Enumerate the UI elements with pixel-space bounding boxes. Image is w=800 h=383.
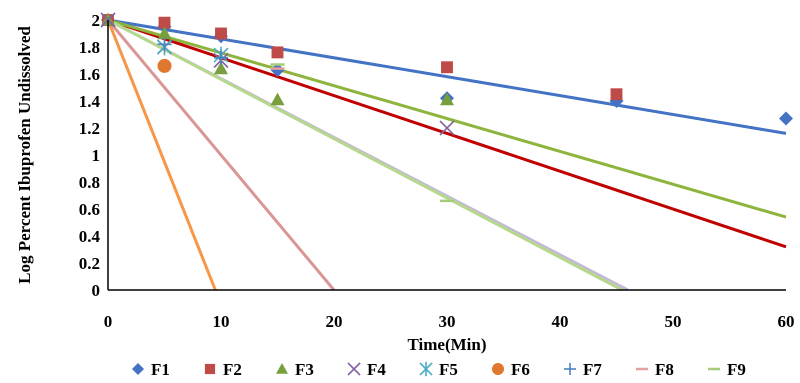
data-point	[157, 58, 172, 73]
legend-item-f1: F1	[132, 360, 170, 379]
y-tick-label: 1	[92, 146, 101, 165]
data-point	[276, 363, 288, 374]
y-tick-label: 0.6	[79, 200, 100, 219]
trendline-f1	[107, 18, 787, 135]
series-f7	[157, 37, 228, 65]
series-f9	[270, 63, 454, 203]
series-f5	[156, 38, 229, 64]
data-point	[157, 37, 172, 52]
x-tick-label: 30	[439, 312, 456, 331]
y-tick-label: 0	[92, 281, 101, 300]
series-f6	[157, 58, 172, 73]
legend-label: F4	[367, 360, 386, 379]
data-markers	[100, 12, 793, 203]
x-tick-label: 20	[326, 312, 343, 331]
data-point	[132, 363, 144, 375]
y-axis-title: Log Percent Ibuprofen Undissolved	[15, 26, 34, 284]
data-point	[779, 111, 793, 126]
trendline-f6	[106, 19, 217, 291]
data-point	[215, 27, 227, 40]
data-point	[270, 62, 285, 77]
legend-item-f9: F9	[708, 360, 746, 379]
data-point	[492, 363, 504, 375]
legend-label: F7	[583, 360, 602, 379]
legend-item-f7: F7	[564, 360, 602, 379]
y-tick-label: 1.4	[79, 92, 101, 111]
data-point	[440, 92, 454, 106]
trendline-f3	[107, 18, 787, 219]
legend-label: F1	[151, 360, 170, 379]
data-point	[419, 361, 433, 377]
legend-label: F5	[439, 360, 458, 379]
y-tick-label: 2	[92, 11, 101, 30]
x-tick-label: 40	[552, 312, 569, 331]
legend-label: F3	[295, 360, 314, 379]
legend-label: F8	[655, 360, 674, 379]
trendline-f8	[106, 19, 336, 291]
y-tick-label: 1.6	[79, 65, 100, 84]
data-point	[441, 61, 453, 74]
x-tick-label: 10	[213, 312, 230, 331]
y-tick-label: 0.2	[79, 254, 100, 273]
data-point	[610, 88, 623, 101]
x-tick-label: 60	[778, 312, 795, 331]
legend-item-f4: F4	[347, 360, 386, 379]
trendline-f9	[107, 18, 623, 292]
data-point	[564, 363, 576, 375]
data-point	[157, 26, 172, 40]
legend-item-f3: F3	[276, 360, 314, 379]
x-tick-label: 0	[104, 312, 113, 331]
x-axis-title: Time(Min)	[407, 335, 486, 354]
data-point	[204, 363, 216, 375]
data-point	[271, 46, 284, 59]
y-tick-label: 0.8	[79, 173, 100, 192]
y-tick-label: 1.2	[79, 119, 100, 138]
legend-item-f2: F2	[204, 360, 242, 379]
legend-label: F6	[511, 360, 530, 379]
legend-item-f8: F8	[636, 360, 674, 379]
data-point	[214, 50, 228, 65]
data-point	[270, 92, 285, 106]
legend-item-f6: F6	[492, 360, 530, 379]
axes	[107, 20, 786, 291]
legend-label: F9	[727, 360, 746, 379]
y-tick-label: 1.8	[79, 38, 100, 57]
data-point	[158, 16, 171, 29]
y-tick-labels: 0 0.2 0.4 0.6 0.8 1 1.2 1.4 1.6 1.8 2	[79, 11, 101, 300]
x-tick-label: 50	[665, 312, 682, 331]
x-tick-labels: 0 10 20 30 40 50 60	[104, 312, 795, 331]
data-point	[439, 120, 455, 136]
legend-label: F2	[223, 360, 242, 379]
data-point	[347, 362, 361, 376]
trendlines	[106, 18, 787, 292]
legend-item-f5: F5	[419, 360, 458, 379]
legend: F1 F2 F3 F4 F5 F6 F7 F8 F9	[132, 360, 746, 379]
y-tick-label: 0.4	[79, 227, 101, 246]
trendline-f2	[107, 18, 787, 249]
data-point	[214, 61, 228, 75]
